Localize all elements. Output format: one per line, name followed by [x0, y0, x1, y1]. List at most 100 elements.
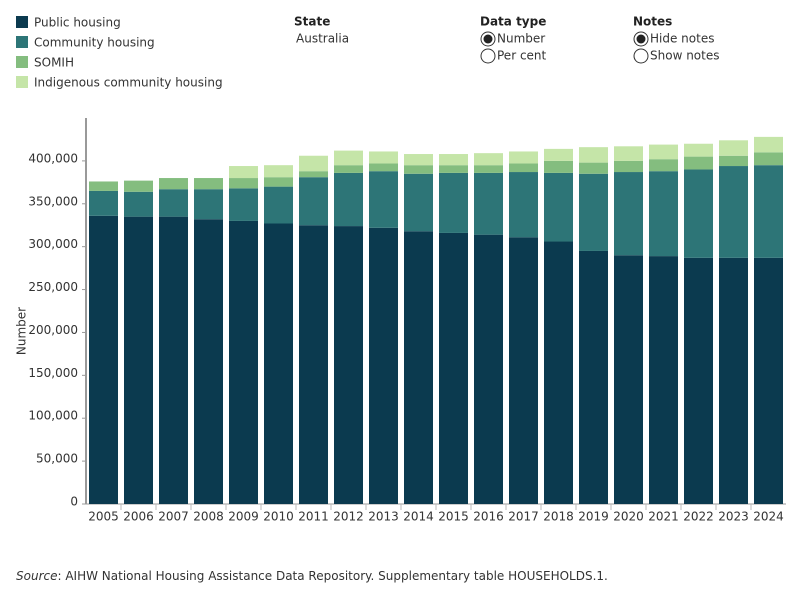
filter-title: Data type: [480, 15, 546, 29]
bar-segment: [194, 178, 223, 190]
bar-segment: [229, 166, 258, 179]
bar-segment: [369, 227, 398, 504]
radio-dot: [483, 34, 493, 44]
bar-segment: [579, 250, 608, 504]
legend-label: SOMIH: [34, 56, 74, 70]
bar-segment: [439, 154, 468, 166]
bar-segment: [649, 171, 678, 257]
y-tick-label: 400,000: [28, 151, 78, 165]
bar-segment: [509, 151, 538, 164]
bar-segment: [299, 171, 328, 178]
bar-segment: [264, 186, 293, 224]
bar-segment: [229, 178, 258, 189]
x-tick-label: 2009: [228, 510, 259, 524]
bar-segment: [719, 140, 748, 156]
bar-segment: [474, 172, 503, 235]
x-tick-label: 2018: [543, 510, 574, 524]
bar-segment: [649, 144, 678, 160]
bar-segment: [334, 165, 363, 173]
bar-segment: [579, 173, 608, 251]
bar-segment: [684, 169, 713, 258]
radio-label[interactable]: Hide notes: [650, 32, 714, 46]
legend-swatch: [16, 76, 28, 88]
bar-segment: [334, 150, 363, 166]
bar-segment: [264, 177, 293, 187]
x-tick-label: 2012: [333, 510, 364, 524]
x-tick-label: 2014: [403, 510, 434, 524]
x-tick-label: 2023: [718, 510, 749, 524]
legend-label: Indigenous community housing: [34, 76, 223, 90]
bar-segment: [299, 177, 328, 226]
bar-segment: [299, 155, 328, 172]
bar-segment: [684, 257, 713, 504]
y-tick-label: 350,000: [28, 194, 78, 208]
filter-value: Australia: [296, 32, 349, 46]
radio-dot: [636, 34, 646, 44]
bar-segment: [719, 257, 748, 504]
bar-segment: [159, 216, 188, 504]
bar-segment: [124, 216, 153, 504]
bar-segment: [509, 237, 538, 504]
x-tick-label: 2024: [753, 510, 784, 524]
x-tick-label: 2019: [578, 510, 609, 524]
x-tick-label: 2007: [158, 510, 189, 524]
source-text: : AIHW National Housing Assistance Data …: [57, 569, 607, 583]
x-tick-label: 2015: [438, 510, 469, 524]
bar-segment: [369, 151, 398, 164]
bar-segment: [649, 256, 678, 504]
bar-segment: [684, 143, 713, 157]
radio-label[interactable]: Per cent: [497, 49, 547, 63]
bar-segment: [719, 155, 748, 167]
bar-segment: [754, 257, 783, 504]
x-tick-label: 2008: [193, 510, 224, 524]
bar-segment: [229, 188, 258, 221]
bar-segment: [509, 172, 538, 238]
y-tick-label: 100,000: [28, 409, 78, 423]
bar-segment: [614, 160, 643, 173]
bar-segment: [579, 162, 608, 174]
bar-segment: [404, 154, 433, 166]
legend-label: Community housing: [34, 36, 155, 50]
x-tick-label: 2020: [613, 510, 644, 524]
legend-label: Public housing: [34, 16, 121, 30]
bar-segment: [579, 147, 608, 163]
bar-segment: [544, 172, 573, 242]
radio-label[interactable]: Number: [497, 32, 545, 46]
filter-title: Notes: [633, 15, 672, 29]
x-tick-label: 2010: [263, 510, 294, 524]
radio[interactable]: [633, 48, 649, 64]
bar-segment: [544, 241, 573, 504]
bar-segment: [404, 231, 433, 504]
x-tick-label: 2021: [648, 510, 679, 524]
bar-segment: [299, 225, 328, 504]
bar-segment: [614, 255, 643, 504]
source-label: Source: [16, 569, 57, 583]
bar-segment: [474, 234, 503, 504]
bar-segment: [754, 152, 783, 166]
bar-segment: [544, 148, 573, 161]
bar-segment: [474, 165, 503, 173]
bar-segment: [124, 180, 153, 192]
bar-segment: [474, 153, 503, 166]
radio-label[interactable]: Show notes: [650, 49, 719, 63]
bar-segment: [159, 178, 188, 190]
y-tick-label: 0: [70, 495, 78, 509]
x-tick-label: 2006: [123, 510, 154, 524]
x-tick-label: 2017: [508, 510, 539, 524]
x-tick-label: 2022: [683, 510, 714, 524]
bar-segment: [404, 165, 433, 174]
bar-segment: [684, 156, 713, 170]
bar-segment: [89, 181, 118, 191]
bar-segment: [334, 226, 363, 504]
legend-swatch: [16, 36, 28, 48]
bar-segment: [719, 166, 748, 258]
bar-segment: [194, 219, 223, 504]
bar-segment: [614, 146, 643, 161]
legend-swatch: [16, 56, 28, 68]
bar-segment: [509, 163, 538, 173]
bar-segment: [404, 173, 433, 232]
y-tick-label: 150,000: [28, 366, 78, 380]
source: Source: AIHW National Housing Assistance…: [16, 569, 608, 583]
radio[interactable]: [480, 48, 496, 64]
